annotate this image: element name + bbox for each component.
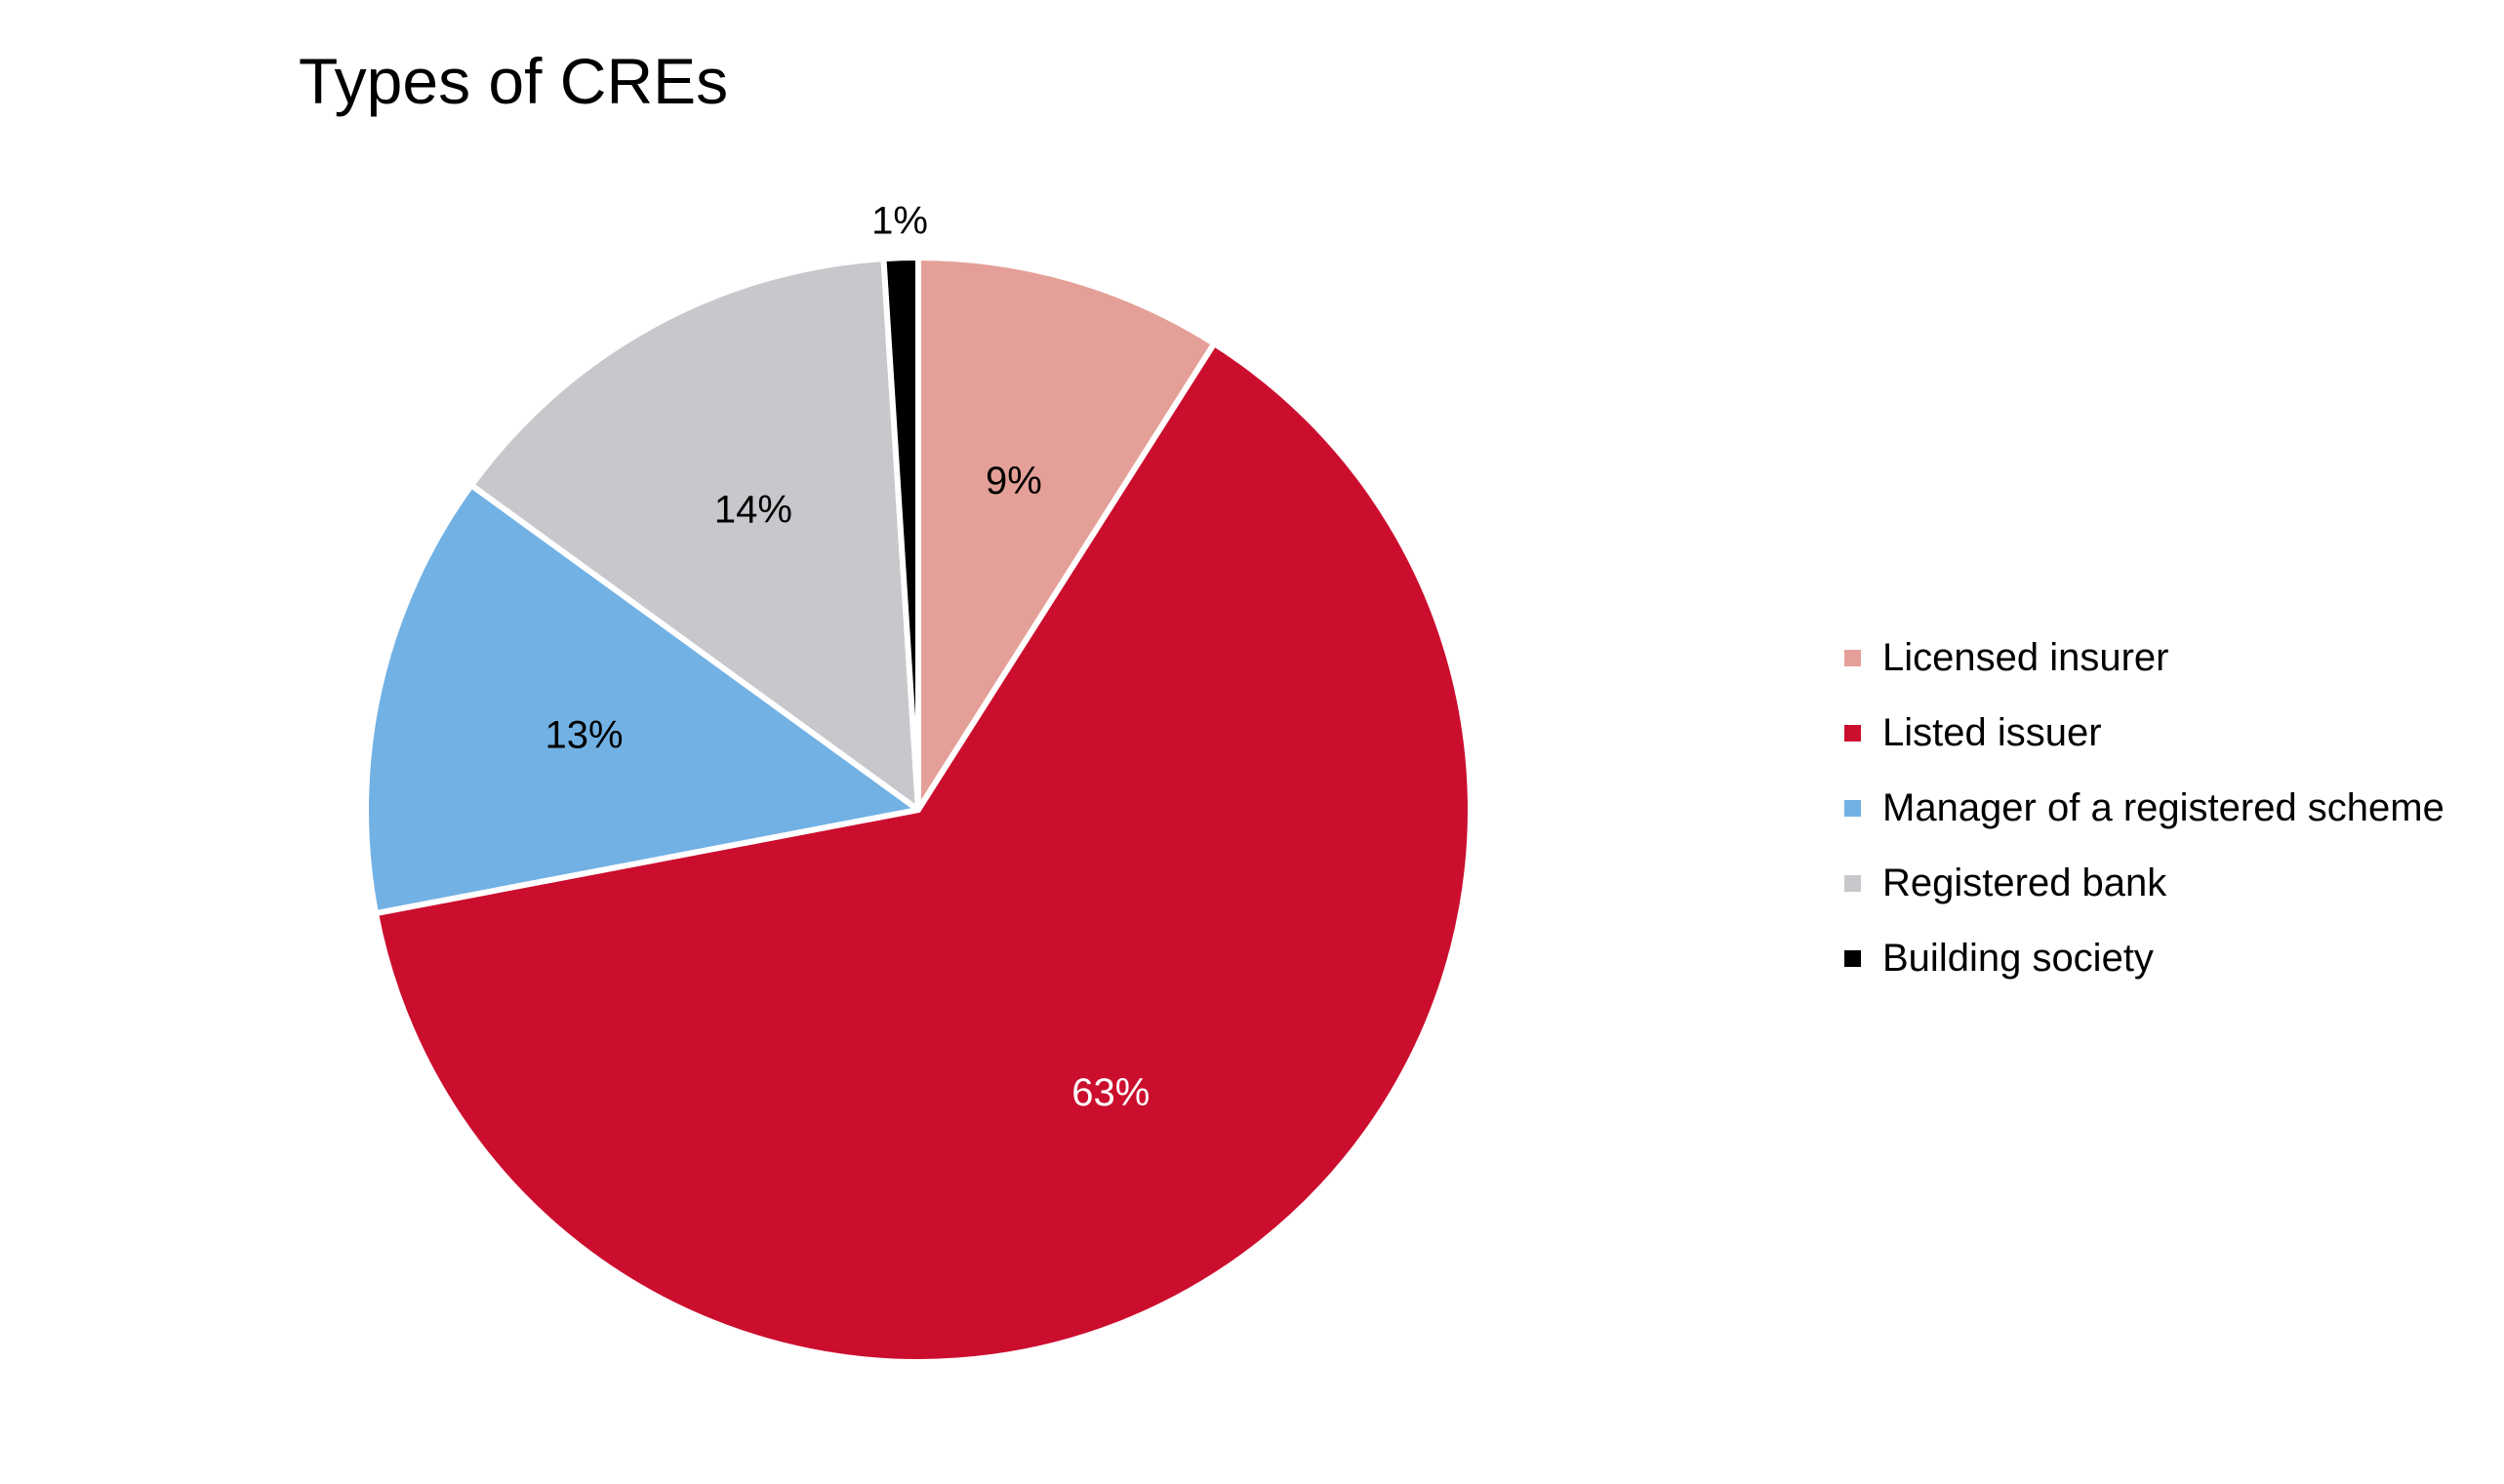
legend-swatch-building-society [1844, 950, 1861, 967]
pie-slice-manager-of-a-registered-scheme [363, 482, 921, 917]
legend-label-listed-issuer: Listed issuer [1882, 711, 2102, 754]
legend-label-manager-registered-scheme: Manager of a registered scheme [1882, 786, 2444, 829]
legend: Licensed insurer Listed issuer Manager o… [1844, 621, 2488, 996]
pie-label-registered-bank: 14% [714, 488, 792, 531]
legend-item-registered-bank: Registered bank [1844, 846, 2488, 921]
pie-label-listed-issuer: 63% [1071, 1071, 1150, 1114]
pie-label-manager-of-a-registered-scheme: 13% [545, 713, 624, 756]
pie-slices [363, 255, 1474, 1365]
legend-item-manager-registered-scheme: Manager of a registered scheme [1844, 771, 2488, 846]
pie-slice-listed-issuer [373, 341, 1474, 1365]
legend-swatch-licensed-insurer [1844, 650, 1861, 666]
legend-label-registered-bank: Registered bank [1882, 862, 2167, 904]
legend-swatch-registered-bank [1844, 875, 1861, 892]
legend-swatch-manager-registered-scheme [1844, 800, 1861, 817]
pie-label-licensed-insurer: 9% [986, 460, 1042, 502]
legend-item-building-society: Building society [1844, 921, 2488, 996]
pie-labels: 9% 63% 13% 14% 1% [545, 199, 1151, 1114]
pie-label-building-society: 1% [871, 199, 928, 242]
legend-item-licensed-insurer: Licensed insurer [1844, 621, 2488, 696]
legend-swatch-listed-issuer [1844, 725, 1861, 742]
pie-slice-licensed-insurer [915, 255, 1218, 813]
legend-item-listed-issuer: Listed issuer [1844, 696, 2488, 771]
legend-label-licensed-insurer: Licensed insurer [1882, 636, 2169, 679]
pie-slice-registered-bank [468, 256, 921, 813]
legend-label-building-society: Building society [1882, 937, 2154, 980]
pie-slice-building-society [880, 255, 921, 813]
chart-title: Types of CREs [299, 45, 729, 117]
